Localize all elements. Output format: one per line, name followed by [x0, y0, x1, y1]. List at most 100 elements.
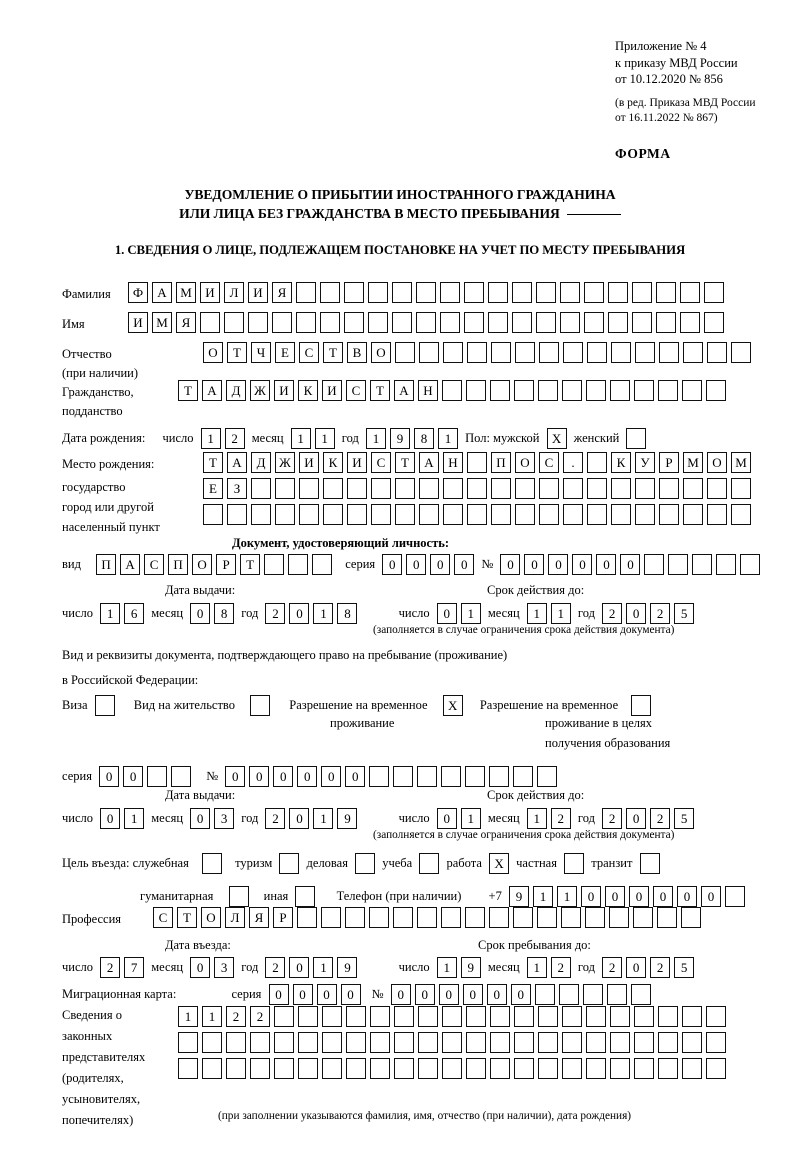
- representatives-2-cell[interactable]: [346, 1032, 366, 1053]
- representatives-1-cell[interactable]: [682, 1006, 702, 1027]
- representatives-2-cell[interactable]: [394, 1032, 414, 1053]
- patronymic-cell[interactable]: О: [371, 342, 391, 363]
- birth-place-1-cell[interactable]: Ж: [275, 452, 295, 473]
- birth-place-1-cell[interactable]: А: [419, 452, 439, 473]
- representatives-3-cell[interactable]: [274, 1058, 294, 1079]
- surname-cell[interactable]: [704, 282, 724, 303]
- patronymic-cell[interactable]: [515, 342, 535, 363]
- representatives-1-cell[interactable]: [442, 1006, 462, 1027]
- profession-cell[interactable]: [681, 907, 701, 928]
- surname-cell[interactable]: Я: [272, 282, 292, 303]
- citizenship-cell[interactable]: Т: [370, 380, 390, 401]
- stay-until-month-cell[interactable]: 1: [526, 956, 547, 978]
- birth-place-3-cell[interactable]: [395, 504, 415, 525]
- entry-day-cell[interactable]: 7: [124, 956, 145, 978]
- migration-number-cell[interactable]: [534, 983, 555, 1005]
- doc-kind-cell[interactable]: [312, 553, 333, 575]
- stay-series-cell[interactable]: 0: [99, 765, 120, 787]
- stay-until-year-cell[interactable]: 0: [626, 956, 647, 978]
- surname-cell[interactable]: А: [152, 282, 172, 303]
- birth-place-3-cell[interactable]: [587, 504, 607, 525]
- birth-place-3-cell[interactable]: [515, 504, 535, 525]
- identity-issue-year-cell[interactable]: 1: [313, 602, 334, 624]
- surname-cell[interactable]: [440, 282, 460, 303]
- entry-month-cell[interactable]: 0: [190, 956, 211, 978]
- surname-cell[interactable]: И: [248, 282, 268, 303]
- profession-cell[interactable]: Я: [249, 907, 269, 928]
- name-cell[interactable]: [656, 312, 676, 333]
- profession-cell[interactable]: [537, 907, 557, 928]
- profession-cell[interactable]: [561, 907, 581, 928]
- name-cell[interactable]: [488, 312, 508, 333]
- stay-valid-year-cell[interactable]: 2: [650, 807, 671, 829]
- purpose-service-checkbox[interactable]: [201, 852, 222, 874]
- birth-place-3-cell[interactable]: [683, 504, 703, 525]
- profession-cell[interactable]: Л: [225, 907, 245, 928]
- stay-number-cell[interactable]: [441, 765, 462, 787]
- doc-kind-cell[interactable]: Р: [216, 553, 237, 575]
- doc-kind-cell[interactable]: [288, 553, 309, 575]
- patronymic-cell[interactable]: [683, 342, 703, 363]
- identity-issue-year-cell[interactable]: 8: [337, 602, 358, 624]
- representatives-3-cell[interactable]: [610, 1058, 630, 1079]
- patronymic-cell[interactable]: [587, 342, 607, 363]
- purpose-tourism-checkbox[interactable]: [279, 852, 300, 874]
- profession-cell[interactable]: Т: [177, 907, 197, 928]
- stay-issue-month-cell[interactable]: 3: [214, 807, 235, 829]
- representatives-2-cell[interactable]: [418, 1032, 438, 1053]
- profession-cell[interactable]: [417, 907, 437, 928]
- birth-place-2-cell[interactable]: [251, 478, 271, 499]
- birth-month-cell[interactable]: 1: [290, 427, 311, 449]
- patronymic-cell[interactable]: С: [299, 342, 319, 363]
- surname-cell[interactable]: [488, 282, 508, 303]
- stay-series-cell[interactable]: [147, 765, 168, 787]
- representatives-3-cell[interactable]: [178, 1058, 198, 1079]
- profession-cell[interactable]: [633, 907, 653, 928]
- patronymic-cell[interactable]: [419, 342, 439, 363]
- profession-cell[interactable]: [441, 907, 461, 928]
- birth-year-cell[interactable]: 9: [389, 427, 410, 449]
- representatives-3-cell[interactable]: [370, 1058, 390, 1079]
- representatives-1-cell[interactable]: [610, 1006, 630, 1027]
- birth-place-3-cell[interactable]: [275, 504, 295, 525]
- patronymic-cell[interactable]: О: [203, 342, 223, 363]
- representatives-3-cell[interactable]: [298, 1058, 318, 1079]
- purpose-business-checkbox[interactable]: [355, 852, 376, 874]
- purpose-transit-checkbox[interactable]: [639, 852, 660, 874]
- entry-month-cell[interactable]: 3: [214, 956, 235, 978]
- citizenship-cell[interactable]: А: [202, 380, 222, 401]
- stay-series-cell[interactable]: 0: [123, 765, 144, 787]
- birth-place-3-cell[interactable]: [611, 504, 631, 525]
- doc-number-cell[interactable]: 0: [524, 553, 545, 575]
- migration-series-cell[interactable]: 0: [292, 983, 313, 1005]
- profession-cell[interactable]: [369, 907, 389, 928]
- stay-until-day-cell[interactable]: 1: [436, 956, 457, 978]
- citizenship-cell[interactable]: [466, 380, 486, 401]
- phone-cell[interactable]: 0: [628, 885, 649, 907]
- profession-cell[interactable]: [321, 907, 341, 928]
- visa-checkbox[interactable]: [94, 694, 115, 716]
- representatives-3-cell[interactable]: [682, 1058, 702, 1079]
- entry-year-cell[interactable]: 9: [337, 956, 358, 978]
- phone-cell[interactable]: 9: [508, 885, 529, 907]
- citizenship-cell[interactable]: Н: [418, 380, 438, 401]
- stay-number-cell[interactable]: [513, 765, 534, 787]
- representatives-3-cell[interactable]: [562, 1058, 582, 1079]
- name-cell[interactable]: [632, 312, 652, 333]
- representatives-2-cell[interactable]: [178, 1032, 198, 1053]
- birth-place-3-cell[interactable]: [731, 504, 751, 525]
- name-cell[interactable]: [440, 312, 460, 333]
- profession-cell[interactable]: [345, 907, 365, 928]
- stay-issue-month-cell[interactable]: 0: [190, 807, 211, 829]
- doc-kind-cell[interactable]: Т: [240, 553, 261, 575]
- representatives-3-cell[interactable]: [466, 1058, 486, 1079]
- stay-number-cell[interactable]: [537, 765, 558, 787]
- migration-number-cell[interactable]: 0: [390, 983, 411, 1005]
- birth-place-2-cell[interactable]: [491, 478, 511, 499]
- representatives-row-2-cells[interactable]: [178, 1032, 726, 1053]
